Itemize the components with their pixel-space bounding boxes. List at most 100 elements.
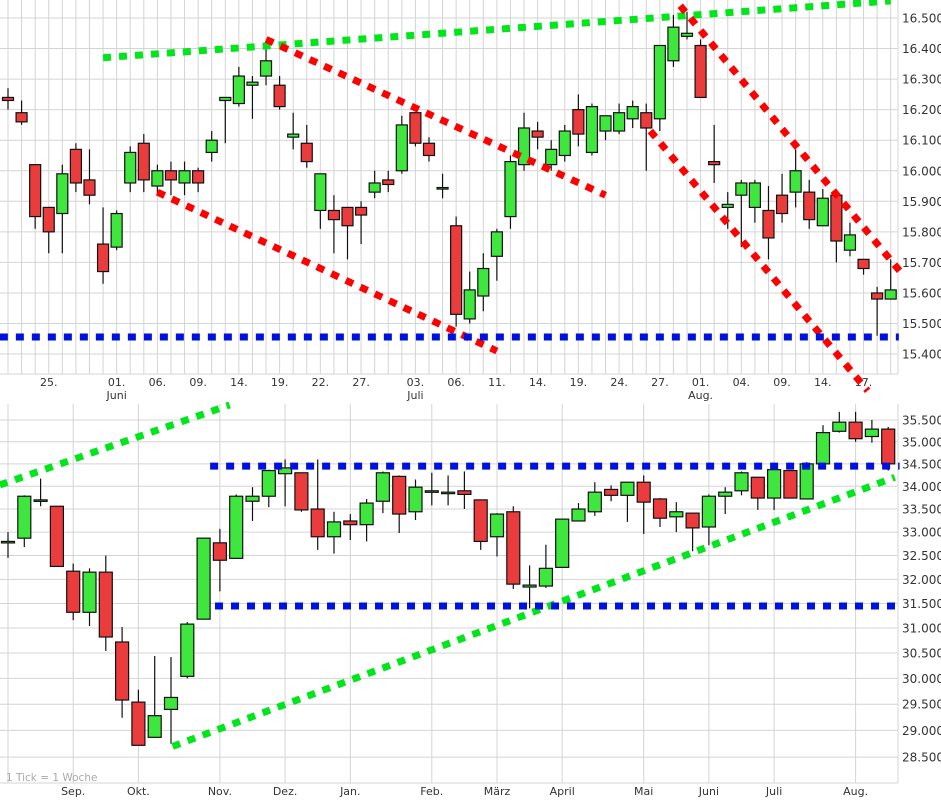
candle-body-down (300, 142, 313, 163)
candle-body-up (232, 75, 245, 105)
candle (82, 568, 97, 627)
candle (603, 485, 619, 502)
candle-body-down (310, 508, 325, 538)
candle (422, 137, 436, 162)
candle (180, 622, 195, 679)
candle-body-down (531, 130, 544, 138)
candle-body-up (667, 26, 680, 62)
trend_down-line (264, 36, 607, 199)
candle-body-down (457, 490, 472, 496)
x-tick-label: 04. (733, 376, 751, 389)
y-tick-label: 15.800 (902, 225, 941, 239)
candle (538, 544, 554, 588)
y-tick-label: 34.500 (902, 457, 941, 471)
candle-body-up (33, 499, 48, 502)
plot-area (0, 0, 898, 374)
x-tick-label: 09. (773, 376, 791, 389)
candle (748, 179, 762, 223)
candle (843, 222, 857, 257)
candle-body-up (626, 105, 639, 120)
candle-body-up (843, 234, 857, 251)
candle-body-up (612, 112, 626, 132)
candle (15, 100, 28, 125)
candle (848, 411, 863, 442)
candle-body-up (620, 481, 635, 496)
candle-body-down (603, 488, 619, 496)
candle (205, 131, 218, 162)
candle (735, 179, 748, 248)
x-tick-label: 06. (149, 376, 167, 389)
candle (96, 207, 110, 284)
candle (278, 459, 293, 507)
candle-body-down (343, 520, 358, 526)
candle-body-up (832, 421, 847, 432)
candle (326, 511, 342, 554)
y-tick-label: 31.000 (902, 622, 941, 636)
candle (124, 146, 137, 193)
candle (477, 253, 490, 312)
candle (196, 537, 211, 620)
candle-body-down (98, 571, 113, 638)
candle-body-down (1, 96, 15, 102)
y-tick-label: 30.000 (902, 672, 941, 686)
candle (750, 476, 765, 510)
candle (789, 149, 802, 208)
candle (56, 164, 69, 254)
x-tick-month-label: Aug. (688, 389, 713, 402)
y-tick-label: 29.000 (902, 724, 941, 738)
candle-body-up (789, 170, 802, 193)
candle (341, 206, 354, 260)
x-tick-label: 24. (610, 376, 628, 389)
x-tick-label: Feb. (420, 785, 443, 798)
x-tick-label: Sep. (61, 785, 85, 798)
candle (310, 459, 325, 550)
y-tick-label: 30.500 (902, 647, 941, 661)
candle (408, 479, 423, 521)
candle-body-up (436, 186, 449, 190)
candle-body-down (83, 179, 96, 196)
candle-body-down (392, 475, 407, 515)
x-tick-label: März (484, 785, 511, 798)
candle-body-up (17, 495, 32, 539)
x-tick-label: 01. (692, 376, 710, 389)
candle-body-down (49, 505, 65, 568)
y-tick-label: 33.500 (902, 503, 941, 517)
candle (680, 11, 694, 40)
candle-body-up (163, 696, 179, 711)
candle (49, 505, 65, 568)
candle-body-up (504, 160, 517, 218)
candle (558, 124, 571, 162)
candle-body-up (375, 472, 390, 502)
candle (473, 499, 488, 550)
candle-body-up (766, 469, 782, 499)
y-tick-label: 34.000 (902, 480, 941, 494)
x-tick-label: 19. (271, 376, 289, 389)
candle-body-up (314, 173, 327, 212)
y-tick-label: 32.500 (902, 549, 941, 563)
candle (571, 503, 586, 522)
y-tick-label: 15.600 (902, 286, 941, 300)
candle (409, 112, 422, 147)
candle (245, 487, 260, 521)
candle (457, 471, 472, 510)
candle (522, 565, 537, 609)
candle (192, 167, 205, 193)
candle-body-down (473, 499, 488, 543)
candle (504, 155, 517, 229)
y-tick-label: 35.500 (902, 414, 941, 428)
candle-body-down (762, 209, 775, 239)
candle (489, 513, 505, 557)
candle (164, 161, 178, 196)
candle-body-down (192, 170, 205, 184)
candle (232, 66, 245, 107)
candle-body-up (0, 540, 16, 544)
candle (110, 210, 123, 251)
candle (816, 189, 829, 227)
candle-body-up (522, 584, 537, 588)
y-tick-label: 16.100 (902, 134, 941, 148)
x-tick-label: Aug. (843, 785, 868, 798)
candle-body-down (881, 428, 896, 465)
candle (424, 472, 439, 506)
candle (857, 258, 870, 275)
candle (392, 475, 407, 534)
